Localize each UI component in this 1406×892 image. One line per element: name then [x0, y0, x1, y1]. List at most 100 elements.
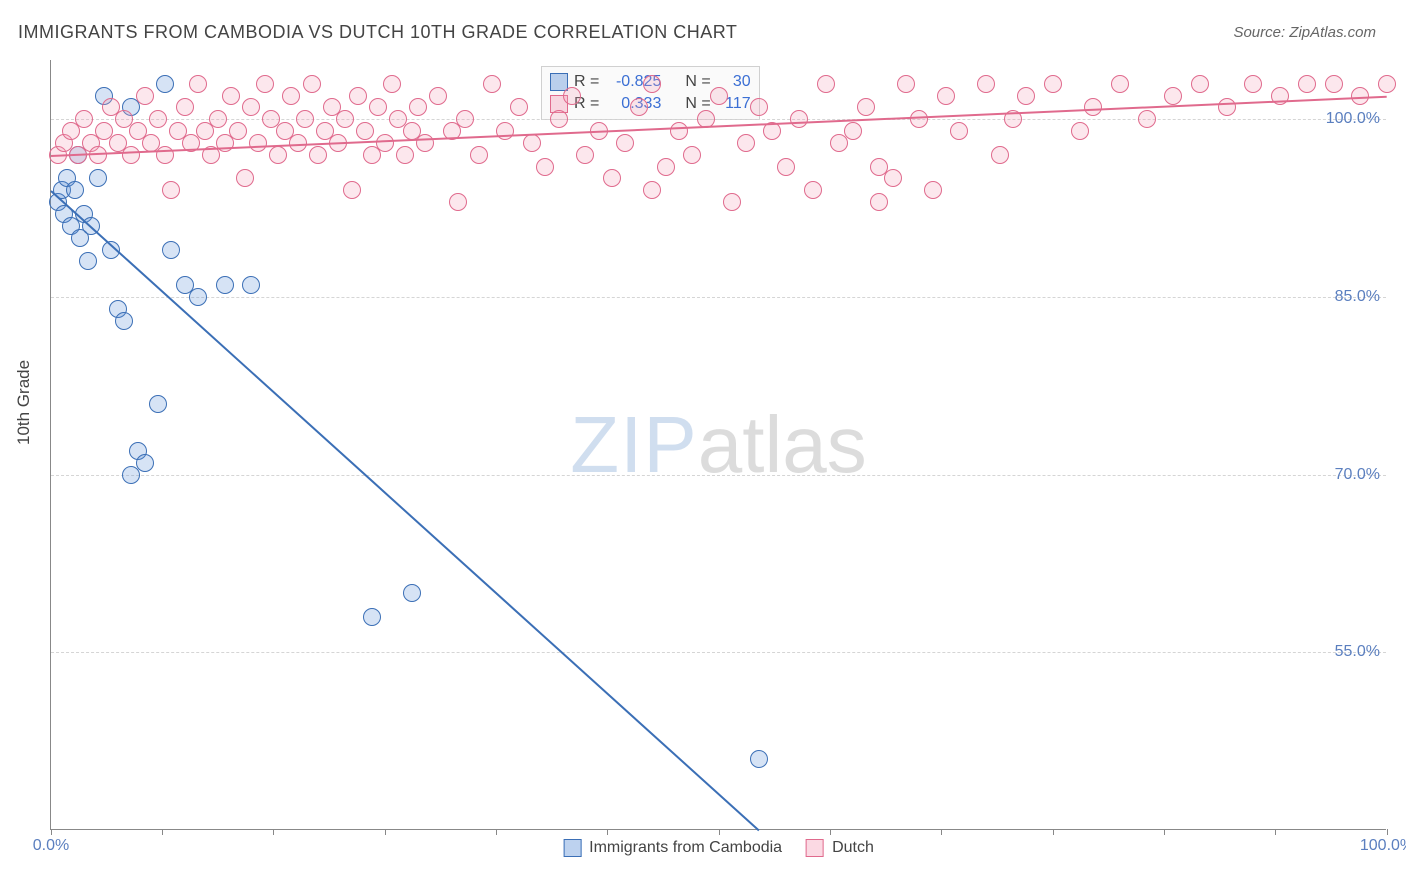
- data-point-cambodia: [66, 181, 84, 199]
- x-tick: [1387, 829, 1388, 835]
- x-tick: [607, 829, 608, 835]
- data-point-dutch: [222, 87, 240, 105]
- data-point-dutch: [643, 75, 661, 93]
- data-point-dutch: [1298, 75, 1316, 93]
- data-point-dutch: [1084, 98, 1102, 116]
- data-point-dutch: [369, 98, 387, 116]
- data-point-dutch: [383, 75, 401, 93]
- data-point-dutch: [396, 146, 414, 164]
- data-point-dutch: [496, 122, 514, 140]
- legend-swatch-cambodia: [563, 839, 581, 857]
- data-point-dutch: [269, 146, 287, 164]
- data-point-dutch: [470, 146, 488, 164]
- data-point-dutch: [870, 193, 888, 211]
- x-tick: [385, 829, 386, 835]
- data-point-cambodia: [136, 454, 154, 472]
- data-point-dutch: [576, 146, 594, 164]
- data-point-dutch: [710, 87, 728, 105]
- data-point-dutch: [483, 75, 501, 93]
- y-tick-label: 70.0%: [1335, 466, 1380, 484]
- data-point-cambodia: [242, 276, 260, 294]
- x-tick: [1053, 829, 1054, 835]
- data-point-dutch: [429, 87, 447, 105]
- legend-item-cambodia: Immigrants from Cambodia: [563, 839, 782, 857]
- x-tick: [830, 829, 831, 835]
- data-point-dutch: [1138, 110, 1156, 128]
- data-point-dutch: [229, 122, 247, 140]
- data-point-dutch: [136, 87, 154, 105]
- x-tick: [941, 829, 942, 835]
- data-point-cambodia: [156, 75, 174, 93]
- data-point-cambodia: [89, 169, 107, 187]
- legend-item-dutch: Dutch: [806, 839, 874, 857]
- data-point-dutch: [977, 75, 995, 93]
- x-tick-label: 0.0%: [33, 837, 69, 855]
- data-point-dutch: [209, 110, 227, 128]
- data-point-dutch: [790, 110, 808, 128]
- data-point-dutch: [1044, 75, 1062, 93]
- data-point-dutch: [737, 134, 755, 152]
- data-point-dutch: [657, 158, 675, 176]
- data-point-dutch: [616, 134, 634, 152]
- x-tick-label: 100.0%: [1360, 837, 1406, 855]
- data-point-dutch: [376, 134, 394, 152]
- data-point-cambodia: [216, 276, 234, 294]
- data-point-dutch: [156, 146, 174, 164]
- x-tick: [162, 829, 163, 835]
- data-point-dutch: [303, 75, 321, 93]
- data-point-dutch: [910, 110, 928, 128]
- legend-label-cambodia: Immigrants from Cambodia: [589, 839, 782, 857]
- data-point-dutch: [249, 134, 267, 152]
- data-point-cambodia: [115, 312, 133, 330]
- data-point-cambodia: [750, 750, 768, 768]
- data-point-dutch: [309, 146, 327, 164]
- data-point-dutch: [603, 169, 621, 187]
- data-point-cambodia: [189, 288, 207, 306]
- watermark: ZIPatlas: [570, 399, 866, 491]
- data-point-dutch: [1218, 98, 1236, 116]
- data-point-dutch: [924, 181, 942, 199]
- data-point-dutch: [750, 98, 768, 116]
- x-tick: [273, 829, 274, 835]
- data-point-dutch: [456, 110, 474, 128]
- data-point-cambodia: [149, 395, 167, 413]
- x-tick: [1164, 829, 1165, 835]
- data-point-dutch: [1071, 122, 1089, 140]
- data-point-dutch: [149, 110, 167, 128]
- data-point-dutch: [817, 75, 835, 93]
- y-axis-label: 10th Grade: [14, 360, 34, 445]
- data-point-dutch: [950, 122, 968, 140]
- data-point-dutch: [1017, 87, 1035, 105]
- data-point-dutch: [1191, 75, 1209, 93]
- data-point-dutch: [897, 75, 915, 93]
- n-label: N =: [685, 73, 710, 91]
- data-point-dutch: [236, 169, 254, 187]
- legend-swatch-dutch: [806, 839, 824, 857]
- data-point-dutch: [296, 110, 314, 128]
- data-point-dutch: [409, 98, 427, 116]
- data-point-dutch: [670, 122, 688, 140]
- y-tick-label: 55.0%: [1335, 643, 1380, 661]
- x-tick: [719, 829, 720, 835]
- data-point-dutch: [643, 181, 661, 199]
- grid-line: [51, 297, 1386, 298]
- x-tick: [1275, 829, 1276, 835]
- data-point-cambodia: [79, 252, 97, 270]
- y-tick-label: 85.0%: [1335, 288, 1380, 306]
- data-point-dutch: [356, 122, 374, 140]
- data-point-dutch: [242, 98, 260, 116]
- data-point-dutch: [416, 134, 434, 152]
- data-point-dutch: [630, 98, 648, 116]
- data-point-dutch: [1164, 87, 1182, 105]
- trend-line-cambodia: [50, 191, 759, 832]
- data-point-dutch: [75, 110, 93, 128]
- data-point-dutch: [536, 158, 554, 176]
- x-tick: [51, 829, 52, 835]
- data-point-dutch: [510, 98, 528, 116]
- data-point-dutch: [1351, 87, 1369, 105]
- data-point-dutch: [844, 122, 862, 140]
- data-point-dutch: [162, 181, 180, 199]
- data-point-dutch: [777, 158, 795, 176]
- data-point-dutch: [884, 169, 902, 187]
- source-attribution: Source: ZipAtlas.com: [1233, 24, 1376, 41]
